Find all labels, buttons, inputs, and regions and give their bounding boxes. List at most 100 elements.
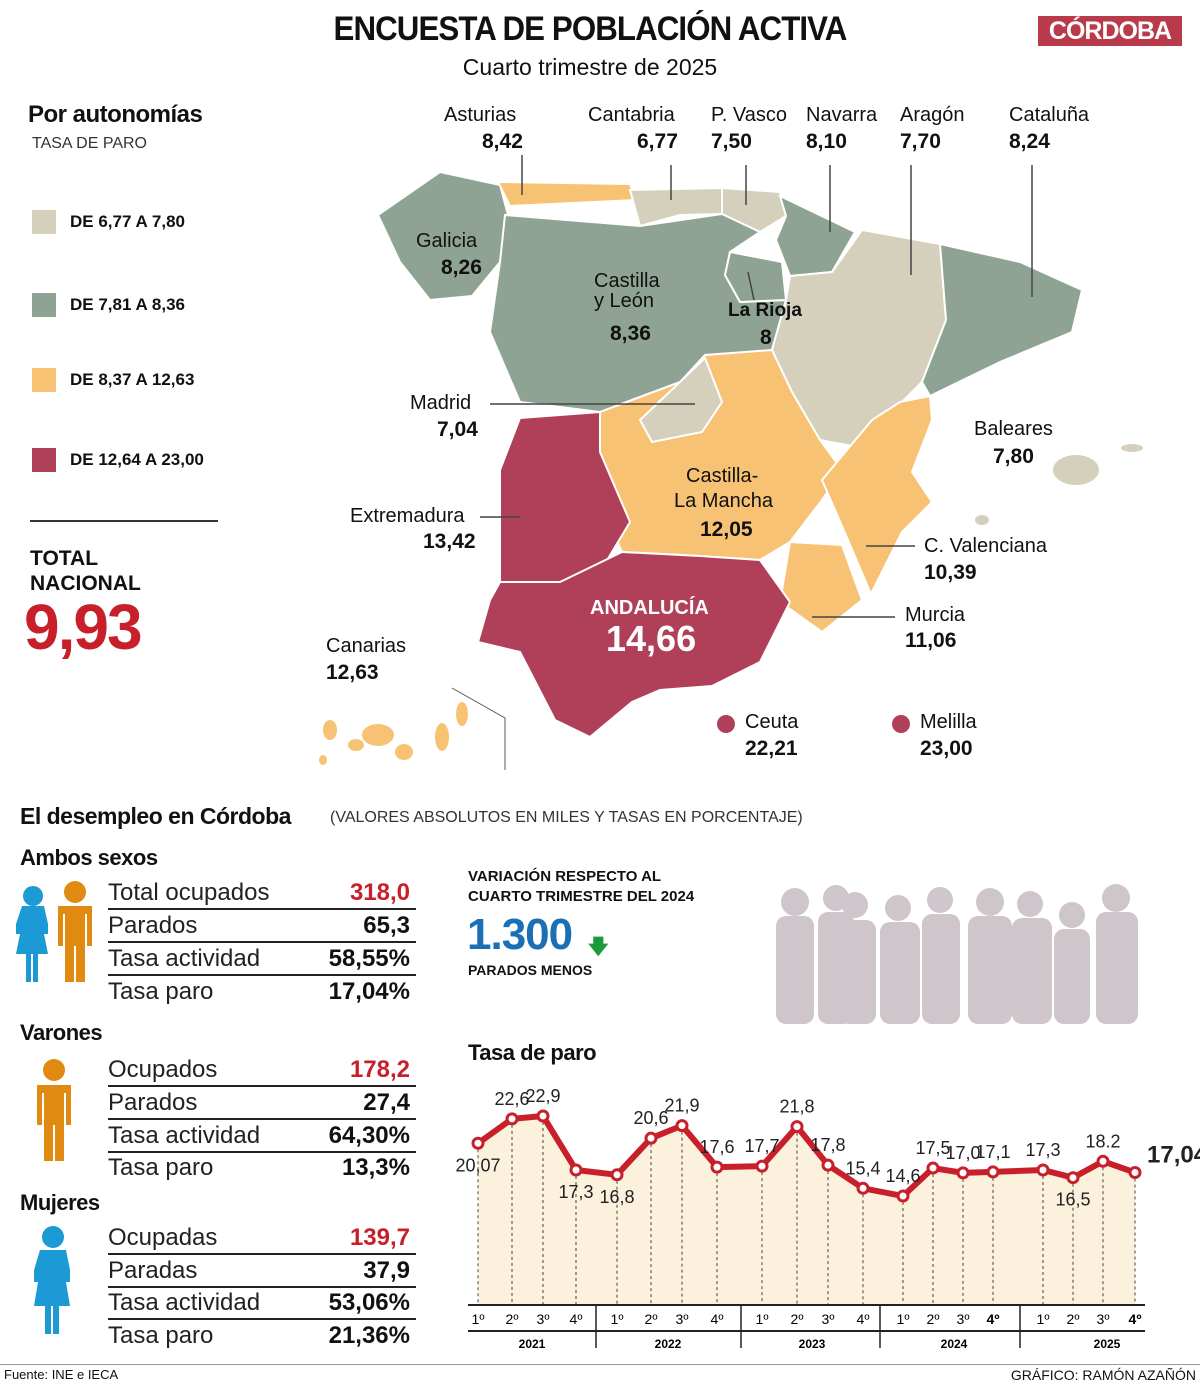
table-row: Tasa paro 17,04% <box>108 976 416 1009</box>
label-cyl-2: y León <box>594 290 655 312</box>
divider <box>30 520 218 522</box>
x-tick-label: 1º <box>1037 1311 1050 1327</box>
legend-label-2: DE 7,81 A 8,36 <box>70 295 185 314</box>
variation-label-1: VARIACIÓN RESPECTO AL <box>468 868 662 885</box>
data-label: 22,9 <box>525 1086 560 1106</box>
label-navarra: Navarra <box>806 104 878 126</box>
legend-label-3: DE 8,37 A 12,63 <box>70 370 195 389</box>
table-row: Tasa actividad 64,30% <box>108 1120 416 1153</box>
x-tick-label: 3º <box>537 1311 550 1327</box>
variation-value: 1.300 <box>467 910 573 959</box>
row-value: 21,36% <box>328 1322 410 1349</box>
row-value: 13,3% <box>341 1154 410 1181</box>
label-baleares: Baleares <box>974 418 1053 440</box>
row-value: 64,30% <box>328 1122 410 1149</box>
legend-swatch-4 <box>32 448 56 472</box>
row-label: Ocupadas <box>108 1224 218 1251</box>
label-murcia: Murcia <box>905 604 966 626</box>
variation-caption: PARADOS MENOS <box>468 962 593 978</box>
value-asturias: 8,42 <box>482 130 523 153</box>
arrow-down-icon: 🡇 <box>588 936 609 958</box>
legend-swatch-1 <box>32 210 56 234</box>
data-label: 22,6 <box>494 1089 529 1109</box>
total-value: 9,93 <box>24 591 143 663</box>
data-point <box>1066 1171 1080 1185</box>
value-ceuta: 22,21 <box>745 737 798 760</box>
region-rioja <box>723 250 788 304</box>
row-value: 17,04% <box>328 978 410 1005</box>
data-point <box>710 1160 724 1174</box>
table-row: Tasa paro 13,3% <box>108 1152 416 1185</box>
data-label: 17,3 <box>558 1182 593 1202</box>
row-label: Tasa paro <box>108 1154 214 1181</box>
data-point <box>986 1165 1000 1179</box>
label-galicia: Galicia <box>416 230 478 252</box>
value-galicia: 8,26 <box>441 256 482 279</box>
x-tick-label: 1º <box>756 1311 769 1327</box>
group-title-ambos: Ambos sexos <box>20 845 158 870</box>
cordoba-note: (VALORES ABSOLUTOS EN MILES Y TASAS EN P… <box>330 809 803 826</box>
map-heading: Por autonomías <box>28 101 203 128</box>
label-rioja: La Rioja <box>728 300 802 321</box>
value-clm: 12,05 <box>700 518 753 541</box>
value-pvasco: 7,50 <box>711 130 752 153</box>
group-title-varones: Varones <box>20 1020 103 1045</box>
data-point <box>926 1161 940 1175</box>
source: Fuente: INE e IECA <box>4 1367 119 1382</box>
data-label: 20,07 <box>455 1155 500 1175</box>
table-row: Tasa actividad 58,55% <box>108 943 416 976</box>
data-label: 17,7 <box>744 1136 779 1156</box>
row-value: 58,55% <box>328 945 410 972</box>
year-label: 2025 <box>1094 1337 1121 1351</box>
value-cataluna: 8,24 <box>1009 130 1050 153</box>
label-melilla: Melilla <box>920 711 977 733</box>
data-point <box>956 1166 970 1180</box>
x-tick-label: 2º <box>506 1311 519 1327</box>
table-row: Tasa paro 21,36% <box>108 1320 416 1353</box>
footer-divider <box>0 1364 1200 1365</box>
region-andalucia <box>476 550 792 739</box>
region-baleares-ibiza <box>973 513 991 527</box>
data-point <box>536 1109 550 1123</box>
row-value: 139,7 <box>349 1224 410 1251</box>
melilla-dot <box>892 715 910 733</box>
row-label: Total ocupados <box>108 879 270 906</box>
data-point <box>1036 1163 1050 1177</box>
row-label: Tasa actividad <box>108 945 261 972</box>
data-label: 17,0 <box>945 1143 980 1163</box>
data-label: 14,6 <box>885 1166 920 1186</box>
value-baleares: 7,80 <box>993 445 1034 468</box>
data-label: 20,6 <box>633 1108 668 1128</box>
table-row: Ocupadas 139,7 <box>108 1222 416 1255</box>
value-extremadura: 13,42 <box>423 530 476 553</box>
value-canarias: 12,63 <box>326 661 379 684</box>
value-valenciana: 10,39 <box>924 561 977 584</box>
x-tick-label: 1º <box>611 1311 624 1327</box>
data-label: 17,8 <box>810 1135 845 1155</box>
credit: GRÁFICO: RAMÓN AZAÑÓN <box>1010 1367 1196 1383</box>
label-ceuta: Ceuta <box>745 711 799 733</box>
data-point <box>1128 1165 1142 1179</box>
data-label: 16,8 <box>599 1187 634 1207</box>
label-asturias: Asturias <box>444 104 517 126</box>
x-tick-label: 4º <box>570 1311 583 1327</box>
row-label: Tasa paro <box>108 978 214 1005</box>
year-label: 2024 <box>941 1337 968 1351</box>
year-label: 2021 <box>519 1337 546 1351</box>
data-label: 17,3 <box>1025 1140 1060 1160</box>
row-label: Parados <box>108 912 198 939</box>
data-label: 17,1 <box>975 1142 1010 1162</box>
legend-label-4: DE 12,64 A 23,00 <box>70 450 204 469</box>
row-value: 37,9 <box>363 1257 410 1284</box>
value-andalucia: 14,66 <box>606 618 697 659</box>
canarias-frame <box>451 687 506 770</box>
region-baleares-mallorca <box>1051 453 1101 487</box>
label-andalucia: ANDALUCÍA <box>590 597 709 619</box>
label-madrid: Madrid <box>410 392 472 414</box>
total-label-2: NACIONAL <box>30 572 141 595</box>
page-title: ENCUESTA DE POBLACIÓN ACTIVA <box>333 10 848 48</box>
x-tick-label: 4º <box>711 1311 724 1327</box>
chart-title: Tasa de paro <box>468 1040 597 1065</box>
